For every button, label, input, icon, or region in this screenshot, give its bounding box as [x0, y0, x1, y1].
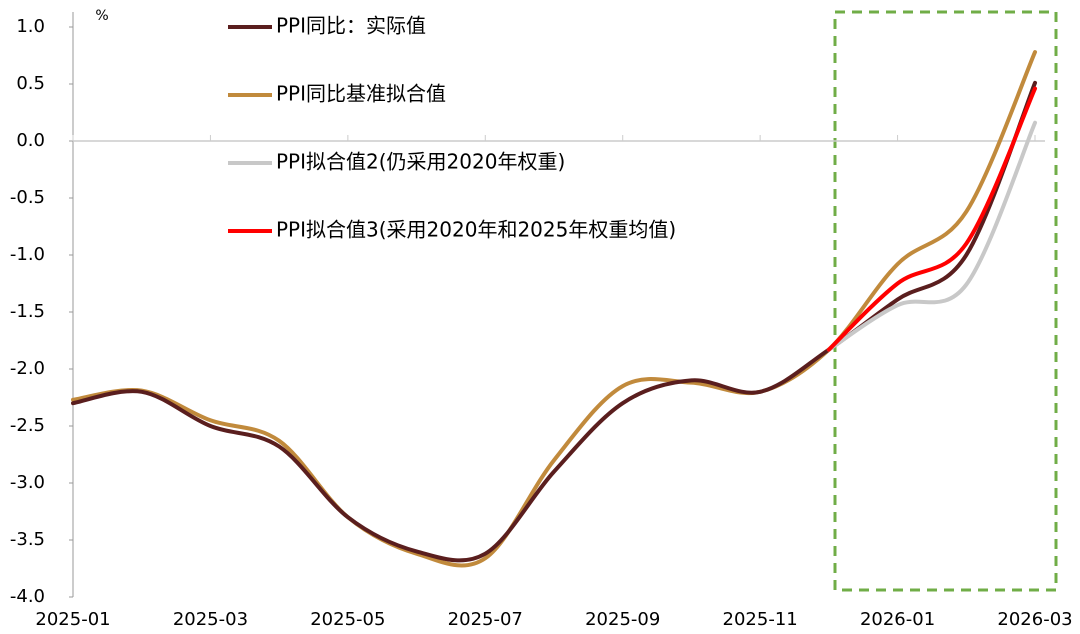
- series-line: [826, 86, 1037, 352]
- x-tick-label: 2025-07: [448, 609, 523, 630]
- y-tick-label: -3.0: [10, 472, 45, 493]
- legend-label: PPI同比基准拟合值: [276, 82, 446, 106]
- x-tick-label: 2025-09: [585, 609, 660, 630]
- x-tick-label: 2025-03: [173, 609, 248, 630]
- y-tick-label: -1.5: [10, 301, 45, 322]
- series-line: [71, 80, 1037, 563]
- y-unit: %: [95, 8, 108, 24]
- y-tick-label: -4.0: [10, 586, 45, 607]
- y-tick-label: 0.5: [16, 73, 45, 94]
- legend-label: PPI拟合值3(采用2020年和2025年权重均值): [276, 218, 676, 242]
- x-tick-label: 2025-01: [35, 609, 110, 630]
- series-line: [826, 120, 1037, 352]
- y-tick-label: -0.5: [10, 187, 45, 208]
- highlight-box: [833, 10, 1058, 592]
- y-tick-label: 0.0: [16, 130, 45, 151]
- legend-label: PPI拟合值2(仍采用2020年权重): [276, 150, 565, 174]
- y-tick-label: -1.0: [10, 244, 45, 265]
- x-tick-label: 2026-01: [860, 609, 935, 630]
- y-tick-label: -2.5: [10, 415, 45, 436]
- series-line: [71, 50, 1037, 568]
- x-tick-label: 2026-03: [997, 609, 1072, 630]
- y-tick-label: 1.0: [16, 16, 45, 37]
- legend-label: PPI同比：实际值: [276, 14, 426, 38]
- y-tick-label: -3.5: [10, 529, 45, 550]
- x-tick-label: 2025-11: [723, 609, 798, 630]
- x-tick-label: 2025-05: [310, 609, 385, 630]
- y-tick-label: -2.0: [10, 358, 45, 379]
